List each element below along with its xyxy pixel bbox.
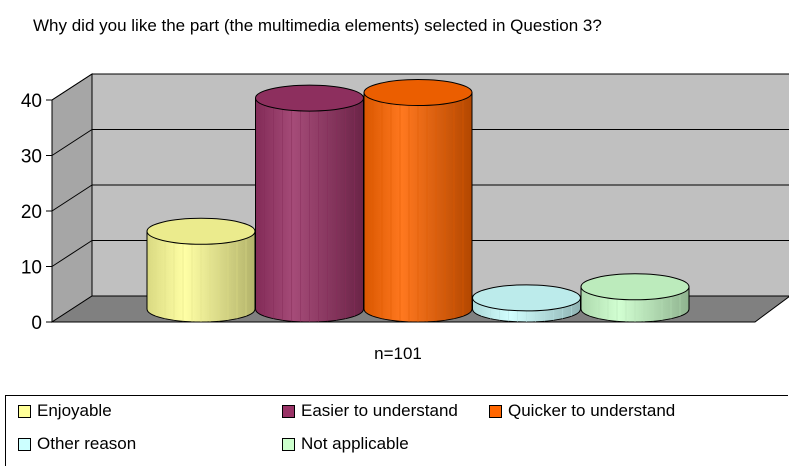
bar-top [146,217,256,245]
gridline-side [51,129,93,156]
y-tick-label: 40 [21,91,42,112]
bar-not-applicable [580,273,690,323]
gridline-side [51,240,93,267]
x-axis-label: n=101 [374,344,422,363]
legend-swatch [489,404,502,418]
legend-item-not-applicable: Not applicable [282,434,409,454]
legend-label: Not applicable [301,434,409,453]
y-tick-label: 20 [21,202,42,223]
bar-top [363,79,473,107]
legend-label: Easier to understand [301,401,458,420]
y-tick-label: 30 [21,147,42,168]
y-tick-label: 10 [21,258,42,279]
legend-swatch [282,404,295,418]
bar-top [580,273,690,301]
legend-swatch [282,437,295,451]
bar-easier-to-understand [255,84,364,323]
legend-label: Other reason [37,434,137,453]
legend-item-enjoyable: Enjoyable [18,401,112,421]
bar-quicker-to-understand [363,79,473,323]
y-tick-label: 0 [31,313,42,334]
bar-other-reason [472,284,581,323]
bar-top [472,284,581,312]
legend-swatch [18,437,31,451]
bar-enjoyable [146,217,256,323]
legend-item-easier-to-understand: Easier to understand [282,401,458,421]
gridline-side [51,73,93,101]
chart-plot: 0 10 20 30 40 n=101 [21,73,789,363]
legend-swatch [18,404,31,418]
bar-top [255,84,364,112]
legend: Enjoyable Easier to understand Quicker to … [5,395,788,466]
legend-label: Enjoyable [37,401,112,420]
legend-label: Quicker to understand [508,401,676,420]
chart-title: Why did you like the part (the multimedi… [33,16,602,35]
legend-item-other-reason: Other reason [18,434,136,454]
gridline-side [51,184,93,212]
legend-item-quicker-to-understand: Quicker to understand [489,401,675,421]
